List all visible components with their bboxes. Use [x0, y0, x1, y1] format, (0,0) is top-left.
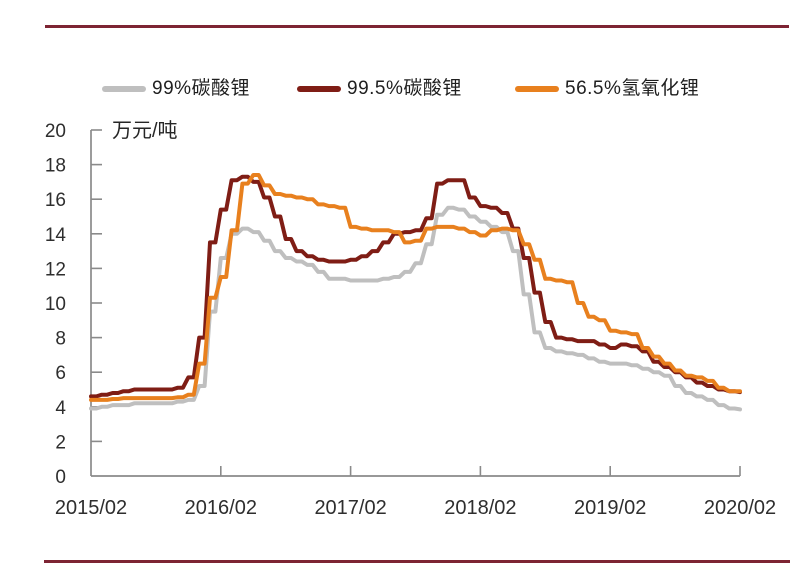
x-tick-label-2020/02: 2020/02 — [704, 497, 776, 519]
x-tick-label-2015/02: 2015/02 — [55, 497, 127, 519]
y-tick-label-2: 2 — [55, 432, 66, 453]
legend-item-99-carbonate: 99%碳酸锂 — [102, 78, 250, 100]
series-line-2-56.5%氢氧化锂 — [89, 173, 742, 402]
series-line-1-99.5%碳酸锂 — [89, 174, 742, 399]
y-tick-label-16: 16 — [45, 190, 66, 211]
y-tick-label-6: 6 — [55, 363, 66, 384]
legend-swatch-565-hydroxide — [515, 86, 559, 92]
legend-label-99-carbonate: 99%碳酸锂 — [152, 78, 251, 99]
series-line-0-99%碳酸锂 — [89, 205, 742, 412]
x-tick-label-2018/02: 2018/02 — [444, 497, 516, 519]
legend-item-565-hydroxide: 56.5%氢氧化锂 — [515, 78, 699, 100]
legend-item-995-carbonate: 99.5%碳酸锂 — [297, 78, 462, 100]
x-tick-label-2016/02: 2016/02 — [185, 497, 257, 519]
y-tick-label-4: 4 — [55, 398, 66, 419]
legend-swatch-99-carbonate — [102, 86, 146, 92]
y-tick-label-10: 10 — [45, 294, 66, 315]
x-tick-label-2017/02: 2017/02 — [314, 497, 386, 519]
y-axis-unit-label: 万元/吨 — [112, 119, 178, 142]
x-axis-labels: 2015/02 2016/02 2017/02 2018/02 2019/02 2020/… — [55, 497, 776, 519]
y-tick-label-18: 18 — [45, 156, 66, 177]
x-tick-label-2019/02: 2019/02 — [574, 497, 646, 519]
bottom-rule — [44, 560, 790, 563]
y-tick-label-8: 8 — [55, 329, 66, 350]
axes — [90, 129, 741, 477]
y-tick-label-14: 14 — [45, 225, 67, 246]
top-rule — [45, 25, 789, 28]
y-axis-labels: 0 2 4 6 8 10 12 14 16 18 20 — [45, 121, 67, 488]
y-tick-label-0: 0 — [55, 467, 66, 488]
legend-label-995-carbonate: 99.5%碳酸锂 — [347, 78, 462, 99]
series-lines — [89, 173, 742, 412]
legend-label-565-hydroxide: 56.5%氢氧化锂 — [565, 78, 700, 99]
y-tick-label-12: 12 — [45, 259, 66, 280]
y-tick-label-20: 20 — [45, 121, 66, 142]
legend-swatch-995-carbonate — [297, 86, 341, 92]
